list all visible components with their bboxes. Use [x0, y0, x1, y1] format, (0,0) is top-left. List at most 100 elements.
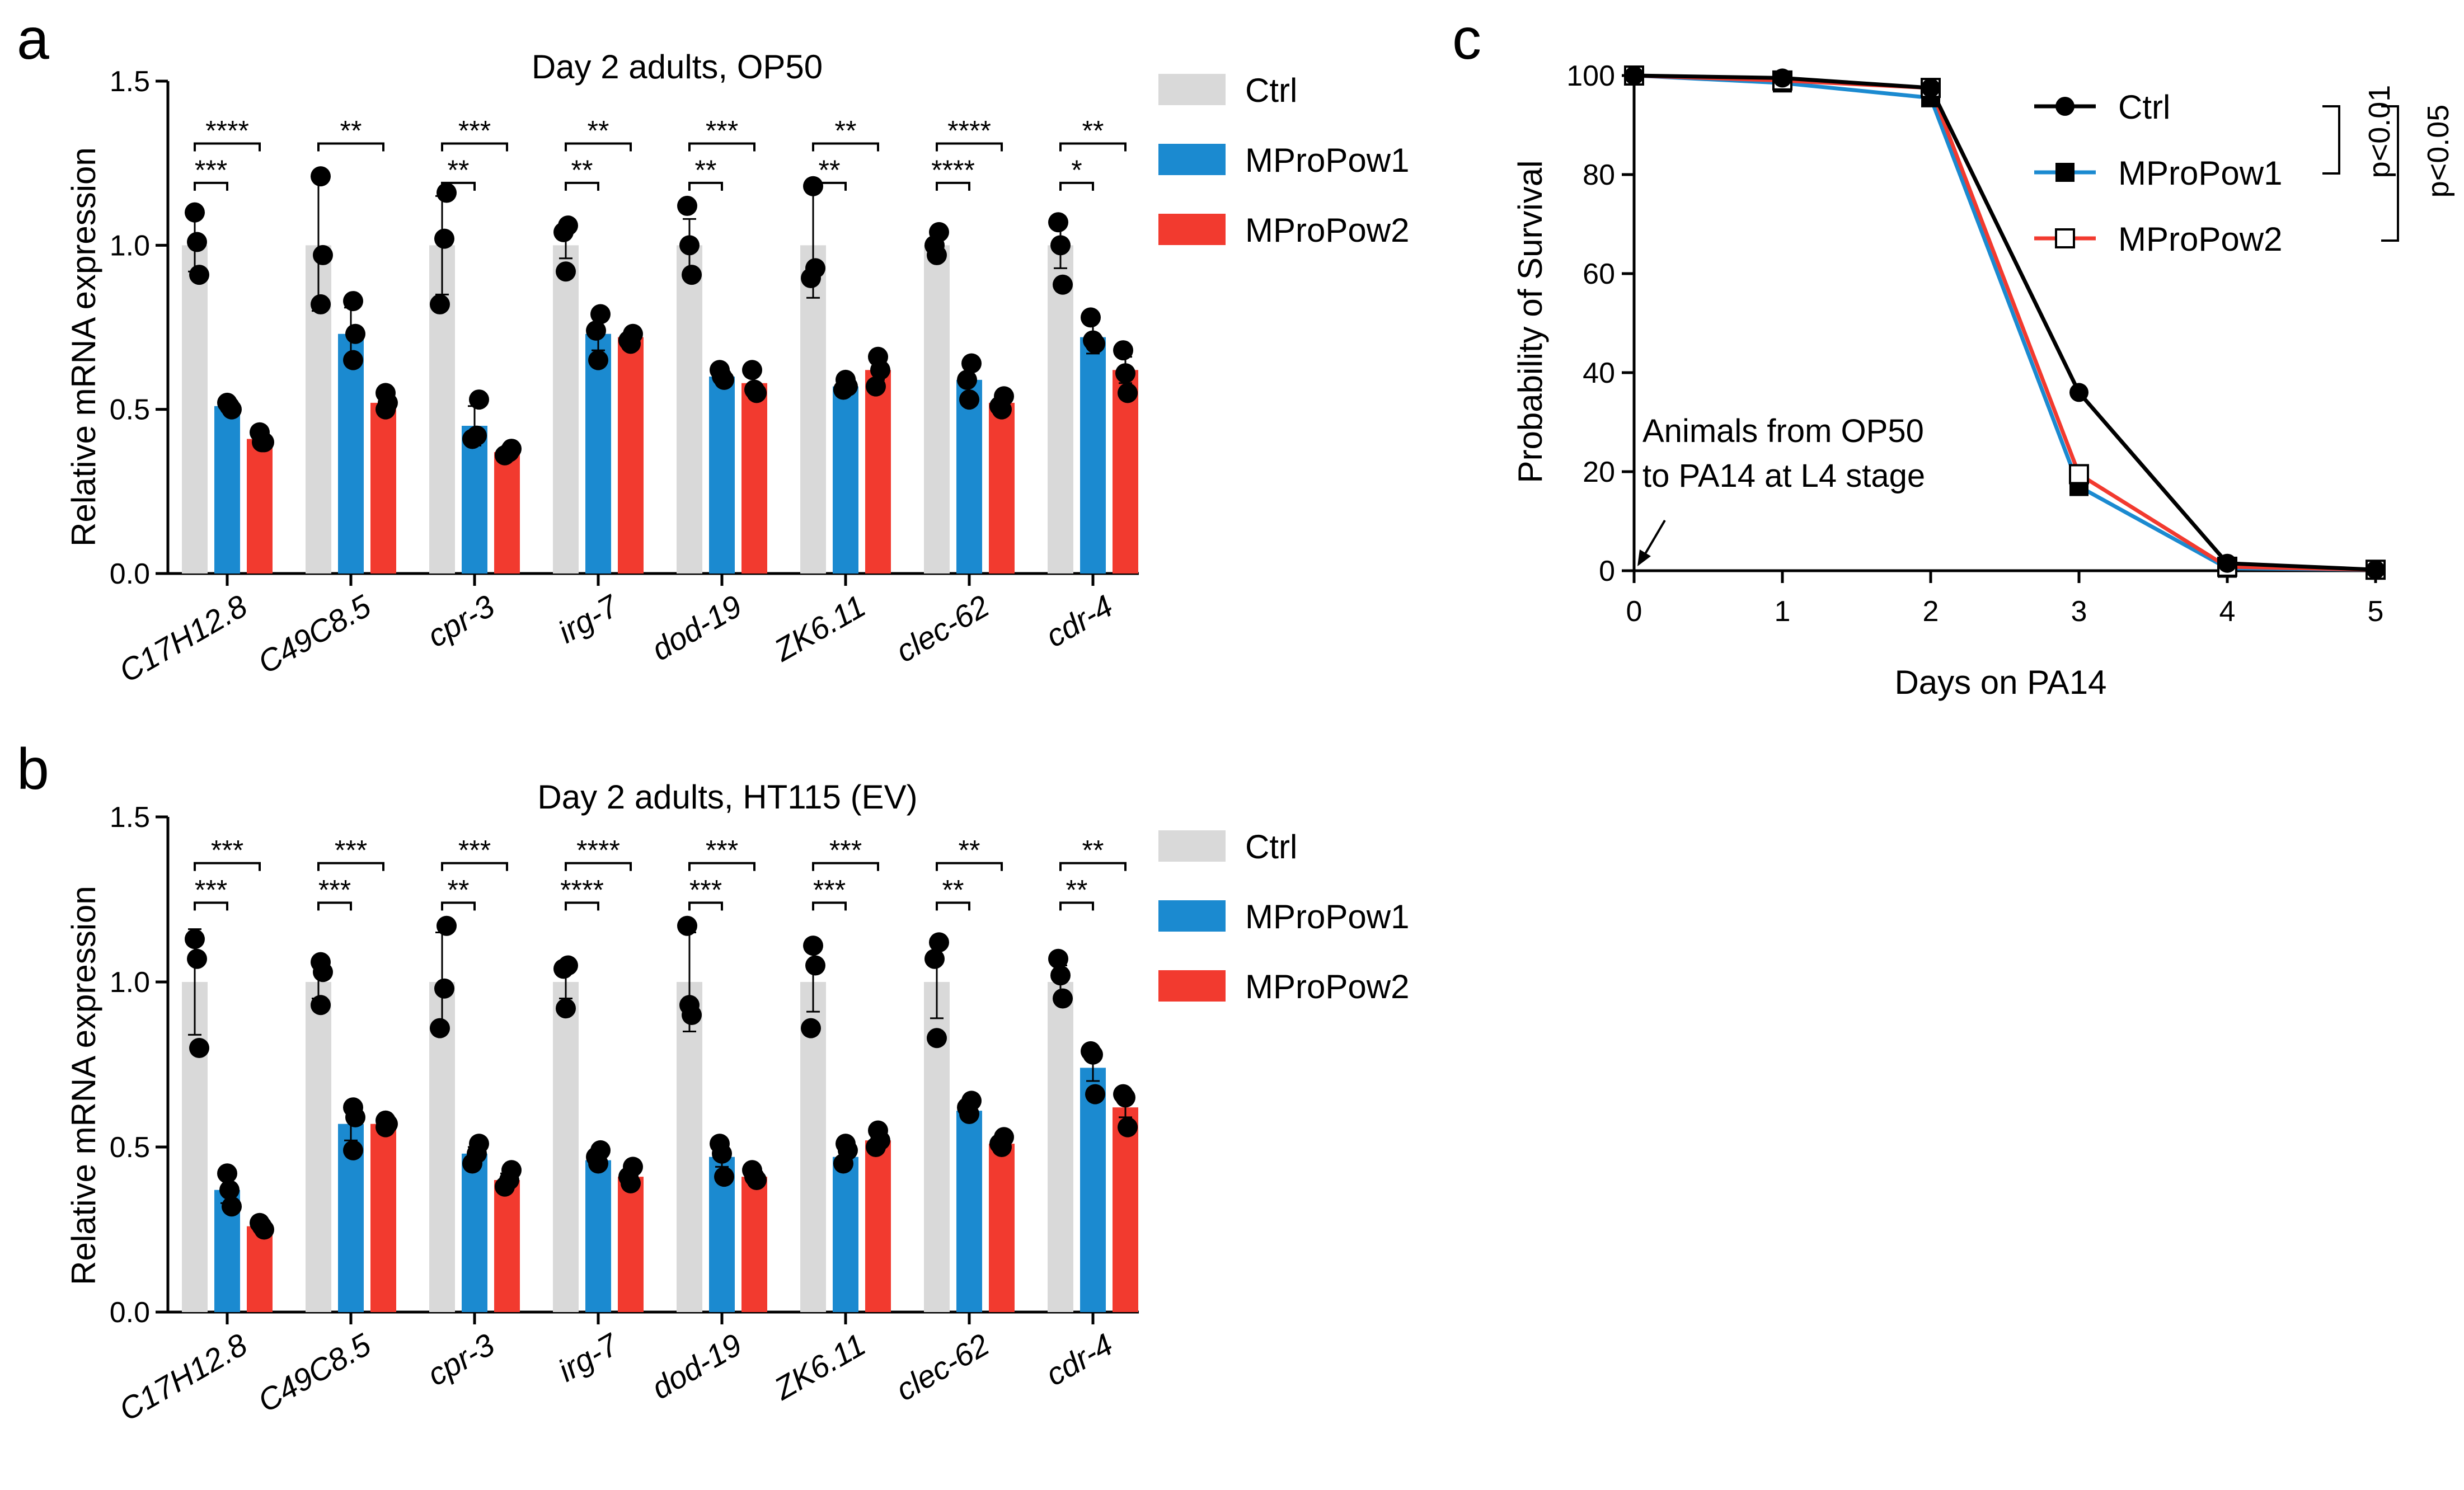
significance-label: ***: [689, 874, 722, 905]
panel-c-plot: 0 20 40 60 80 100 0 1 2 3 4 5 Ctrl MProPow1 MProPow2: [1566, 60, 2399, 628]
significance-bracket: [441, 862, 508, 871]
panel-c-annotation-line2: to PA14 at L4 stage: [1642, 458, 1925, 494]
data-point: [1085, 1084, 1105, 1104]
significance-label: ***: [458, 115, 491, 146]
x-tick-label: cpr-3: [421, 1327, 500, 1393]
pvalue-bracket: [2381, 105, 2399, 242]
bar-MProPow2: [247, 1226, 273, 1312]
data-point: [866, 1137, 886, 1157]
data-point: [1053, 274, 1073, 295]
legend-label: Ctrl: [1245, 72, 1297, 109]
data-point: [553, 958, 574, 979]
x-tick-label: C49C8.5: [252, 1326, 377, 1418]
x-tick-label: irg-7: [552, 1326, 625, 1389]
data-point: [222, 399, 242, 420]
panel-b-ylabel: Relative mRNA expression: [65, 886, 102, 1285]
panel-a-plot: 0.00.51.01.5C17H12.8*******C49C8.5**cpr-…: [110, 65, 1410, 689]
data-point: [2069, 464, 2089, 485]
significance-label: **: [448, 154, 470, 186]
data-point: [222, 1196, 242, 1217]
legend-label: Ctrl: [2118, 88, 2170, 126]
data-point: [961, 353, 982, 374]
bar-MProPow1: [338, 333, 364, 574]
data-point: [714, 369, 734, 390]
bar-Ctrl: [800, 245, 826, 574]
data-point: [185, 202, 205, 223]
bar-Ctrl: [677, 982, 702, 1312]
data-point: [621, 333, 641, 354]
legend-swatch: [1158, 900, 1226, 932]
significance-bracket: [441, 142, 508, 152]
bar-MProPow1: [585, 333, 611, 574]
significance-bracket: [688, 862, 755, 871]
y-tick-label: 60: [1583, 258, 1615, 290]
significance-bracket: [194, 901, 228, 911]
significance-bracket: [688, 901, 723, 911]
bar-Ctrl: [182, 245, 208, 574]
panel-a-ylabel: Relative mRNA expression: [65, 147, 102, 547]
legend-label: MProPow2: [2118, 220, 2282, 258]
data-point: [747, 383, 767, 403]
significance-label: ****: [576, 835, 620, 866]
x-tick-label: C49C8.5: [252, 587, 377, 680]
x-tick-label: 3: [2071, 595, 2087, 628]
x-tick-label: ZK6.11: [767, 1327, 871, 1407]
data-point: [803, 936, 823, 956]
data-point: [343, 350, 363, 370]
data-point: [430, 1018, 450, 1038]
data-point: [959, 1104, 979, 1124]
data-point: [345, 323, 365, 344]
significance-label: **: [1082, 115, 1104, 146]
legend-label: MProPow1: [2118, 154, 2282, 192]
data-point: [957, 369, 977, 390]
x-tick-label: 1: [1775, 595, 1791, 628]
data-point: [677, 195, 697, 216]
bar-MProPow1: [956, 379, 982, 574]
y-tick-label: 0.5: [110, 394, 150, 426]
x-tick-label: 2: [1923, 595, 1939, 628]
bar-MProPow1: [833, 386, 858, 574]
data-point: [866, 376, 886, 397]
data-point: [1081, 307, 1101, 328]
data-point: [805, 955, 825, 976]
significance-label: **: [1066, 874, 1088, 905]
series-line-MProPow2: [1634, 73, 2376, 572]
data-point: [712, 1143, 732, 1164]
legend-swatch: [1158, 214, 1226, 245]
bar-Ctrl: [924, 245, 950, 574]
data-point: [833, 1153, 853, 1174]
data-point: [254, 432, 274, 453]
bar-MProPow2: [494, 452, 520, 574]
data-point: [376, 399, 396, 420]
panel-c-letter: c: [1452, 7, 1481, 72]
bar-Ctrl: [306, 982, 331, 1312]
series-line-MProPow1: [1634, 73, 2376, 572]
data-point: [679, 235, 700, 256]
panel-c-pvalue-2: p<0.05: [2421, 105, 2455, 198]
bar-MProPow2: [989, 1144, 1015, 1312]
x-tick-label: 0: [1626, 595, 1642, 628]
panel-a: a Day 2 adults, OP50 Relative mRNA expre…: [17, 7, 823, 547]
significance-bracket: [194, 181, 228, 191]
y-tick-label: 0.0: [110, 558, 150, 590]
data-point: [1083, 1044, 1103, 1065]
significance-label: **: [571, 154, 593, 186]
y-tick-label: 0.0: [110, 1296, 150, 1329]
legend-swatch: [1158, 74, 1226, 105]
data-point: [376, 1117, 396, 1138]
significance-bracket: [565, 862, 632, 871]
data-point: [187, 948, 207, 969]
bar-MProPow1: [462, 426, 487, 574]
data-point: [469, 389, 489, 410]
panel-a-letter: a: [17, 7, 49, 72]
data-point: [1118, 383, 1138, 403]
data-point: [801, 1018, 821, 1038]
bar-MProPow2: [370, 1124, 396, 1312]
significance-label: **: [340, 115, 362, 146]
annotation-arrow: [1641, 519, 1666, 560]
x-tick-label: C17H12.8: [113, 588, 253, 689]
data-point: [462, 429, 482, 449]
data-point: [313, 245, 333, 265]
data-point: [1115, 1087, 1135, 1108]
data-point: [714, 1167, 734, 1187]
